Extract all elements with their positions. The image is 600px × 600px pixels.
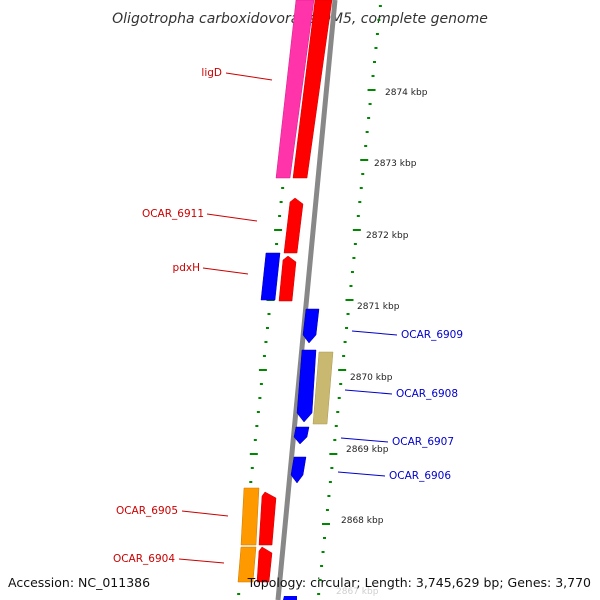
gene-OCAR-6905-orange[interactable] <box>240 487 260 546</box>
kbp-label: 2874 kbp <box>385 88 428 98</box>
gene-label-OCAR-6908[interactable]: OCAR_6908 <box>396 388 458 400</box>
leader-line <box>337 471 386 477</box>
leader-line <box>344 389 393 395</box>
gene-OCAR-6904-orange[interactable] <box>237 546 257 583</box>
gene-OCAR-6907[interactable] <box>293 426 310 445</box>
gene-ligD[interactable] <box>275 0 315 179</box>
kbp-label: 2871 kbp <box>357 302 400 312</box>
kbp-label: 2870 kbp <box>350 373 393 383</box>
leader-line <box>178 558 225 564</box>
forward-strand-genes <box>237 0 333 583</box>
gene-label-OCAR-6911[interactable]: OCAR_6911 <box>142 208 204 220</box>
leader-line <box>351 330 398 336</box>
gene-OCAR-6905-red[interactable] <box>258 491 277 546</box>
gene-OCAR-6908-khaki[interactable] <box>312 351 334 425</box>
gene-OCAR-6908-blue[interactable] <box>296 349 317 423</box>
kbp-label-faint: 2867 kbp <box>336 587 379 597</box>
gene-red-long[interactable] <box>292 0 333 179</box>
leader-line <box>206 213 258 222</box>
leader-line <box>340 437 389 443</box>
genome-summary-text: Topology: circular; Length: 3,745,629 bp… <box>247 575 591 590</box>
gene-label-OCAR-6905[interactable]: OCAR_6905 <box>116 505 178 517</box>
accession-text: Accession: NC_011386 <box>8 575 150 590</box>
gene-bottom-blue[interactable] <box>283 596 297 600</box>
leader-line <box>202 267 249 275</box>
gene-OCAR-6909[interactable] <box>302 308 320 344</box>
kbp-label: 2872 kbp <box>366 231 409 241</box>
gene-red-pdxH-pair[interactable] <box>278 255 297 302</box>
kbp-labels: 2874 kbp 2873 kbp 2872 kbp 2871 kbp 2870… <box>341 88 428 526</box>
kbp-label: 2868 kbp <box>341 516 384 526</box>
gene-pdxH[interactable] <box>260 252 281 301</box>
gene-label-ligD[interactable]: ligD <box>201 67 222 79</box>
gene-OCAR-6904-red[interactable] <box>256 546 273 583</box>
leader-line <box>225 72 273 81</box>
gene-OCAR-6906[interactable] <box>290 456 307 484</box>
genome-backbone <box>275 0 338 600</box>
kbp-label: 2873 kbp <box>374 159 417 169</box>
reverse-strand-genes <box>283 308 334 600</box>
left-gene-labels: ligD OCAR_6911 pdxH OCAR_6905 OCAR_6904 <box>113 67 273 565</box>
gene-label-OCAR-6909[interactable]: OCAR_6909 <box>401 329 463 341</box>
kbp-label: 2869 kbp <box>346 445 389 455</box>
leader-line <box>181 510 229 517</box>
gene-label-OCAR-6904[interactable]: OCAR_6904 <box>113 553 175 565</box>
gene-label-OCAR-6906[interactable]: OCAR_6906 <box>389 470 451 482</box>
gene-label-OCAR-6907[interactable]: OCAR_6907 <box>392 436 454 448</box>
right-gene-labels: OCAR_6909 OCAR_6908 OCAR_6907 OCAR_6906 <box>337 329 463 482</box>
gene-label-pdxH[interactable]: pdxH <box>173 262 200 274</box>
gene-OCAR-6911[interactable] <box>283 197 304 254</box>
